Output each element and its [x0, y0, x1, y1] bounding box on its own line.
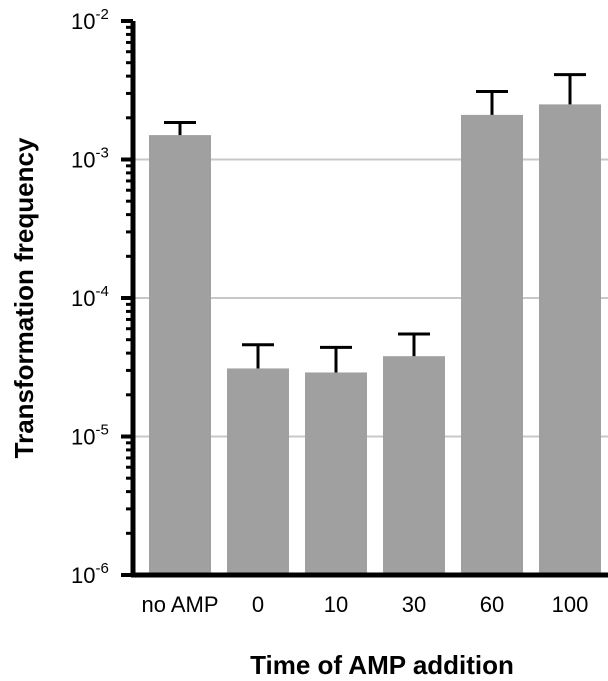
y-axis-title: Transformation frequency: [9, 137, 39, 458]
x-category-label: no AMP: [141, 592, 218, 617]
x-category-label: 0: [252, 592, 264, 617]
x-category-label: 10: [324, 592, 348, 617]
y-tick-base: 10: [71, 425, 95, 450]
x-category-label: 60: [480, 592, 504, 617]
y-tick-labels: 10-210-310-410-510-6: [71, 6, 109, 588]
bars: [149, 104, 601, 576]
y-tick-exponent: -6: [95, 560, 108, 577]
y-tick-label: 10-3: [71, 145, 109, 173]
bar: [539, 104, 601, 575]
y-tick-label: 10-5: [71, 422, 109, 450]
y-tick-base: 10: [71, 148, 95, 173]
error-bars: [164, 73, 586, 373]
y-tick-exponent: -5: [95, 422, 108, 439]
bar: [227, 368, 289, 575]
bar: [383, 356, 445, 575]
y-tick-base: 10: [71, 286, 95, 311]
bar: [305, 372, 367, 575]
grid-lines: [133, 158, 608, 438]
x-axis-title: Time of AMP addition: [250, 650, 514, 680]
y-tick-exponent: -4: [95, 283, 108, 300]
x-category-labels: no AMP 0 10 30 60 100: [141, 592, 588, 617]
y-tick-label: 10-2: [71, 6, 109, 34]
y-tick-label: 10-6: [71, 560, 109, 588]
bar: [461, 114, 523, 576]
y-tick-exponent: -2: [95, 6, 108, 23]
y-tick-label: 10-4: [71, 283, 109, 311]
bar: [149, 135, 211, 575]
y-tick-base: 10: [71, 563, 95, 588]
x-category-label: 100: [552, 592, 589, 617]
y-tick-base: 10: [71, 9, 95, 34]
x-category-label: 30: [402, 592, 426, 617]
y-tick-exponent: -3: [95, 145, 108, 162]
